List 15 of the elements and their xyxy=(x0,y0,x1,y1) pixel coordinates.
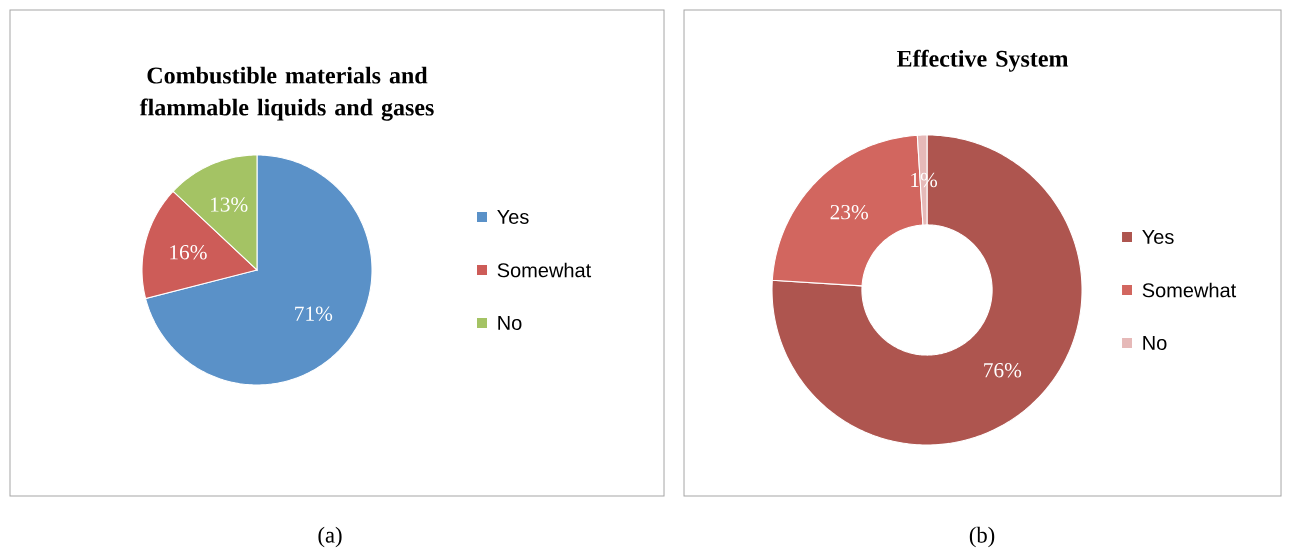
legend-label: Somewhat xyxy=(1142,282,1237,298)
data-label: 23% xyxy=(830,204,869,220)
legend-label: No xyxy=(1143,336,1167,350)
legend-label: No xyxy=(498,316,522,330)
data-label: 13% xyxy=(211,197,248,212)
text: (b) xyxy=(969,526,995,548)
legend-label: Yes xyxy=(497,210,529,224)
data-label: 76% xyxy=(984,362,1022,378)
text: (a) xyxy=(318,526,342,548)
legend-label: Somewhat xyxy=(497,262,592,278)
data-label: 71% xyxy=(295,306,333,321)
legend-label: Yes xyxy=(1142,230,1174,244)
chart-title: Combustible materials and flammable liquids and gases xyxy=(139,66,434,121)
chart-title: Effective System xyxy=(896,49,1069,72)
data-label: 16% xyxy=(170,245,207,260)
